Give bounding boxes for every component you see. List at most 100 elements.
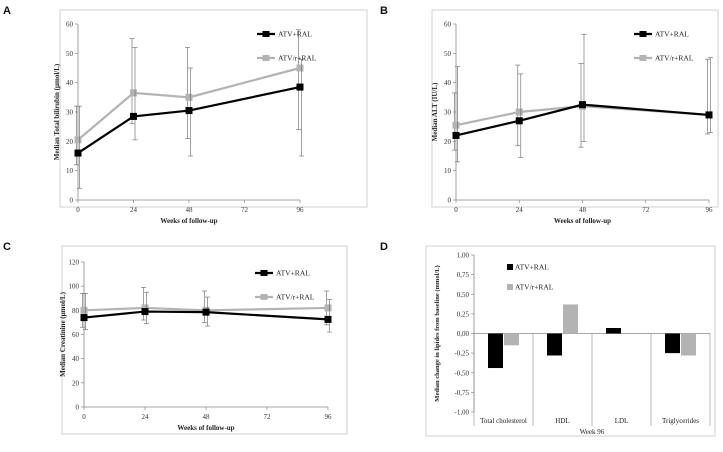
y-tick-label: 20 (66, 138, 74, 146)
legend-marker-1 (262, 31, 270, 37)
legend-label-1: ATV+RAL (515, 263, 549, 272)
x-tick-label: 0 (454, 206, 458, 214)
legend-marker-1 (507, 264, 513, 270)
series-line-1 (77, 85, 301, 154)
y-tick-label: -1,00 (454, 409, 469, 417)
legend-label-1: ATV+RAL (276, 269, 310, 278)
series-line-1 (455, 103, 710, 137)
x-tick-label: 72 (264, 413, 272, 421)
panel-b: B 0 10 20 30 40 50 60 0 24 48 72 96 Weeks of follow-u… (380, 5, 719, 225)
legend-label-1: ATV+RAL (655, 30, 689, 39)
y-tick-label: 0 (448, 197, 452, 205)
data-point-1 (515, 117, 523, 125)
legend-label-2: ATV/r+RAL (276, 293, 315, 302)
data-point-2 (80, 306, 88, 314)
legend-marker-1 (260, 270, 268, 276)
x-tick-label: 24 (516, 206, 524, 214)
y-tick-label: 50 (66, 50, 74, 58)
y-tick-label: 50 (444, 50, 452, 58)
data-point-1 (452, 131, 460, 139)
y-tick-label: -0,50 (454, 369, 469, 377)
y-tick-label: 30 (444, 109, 452, 117)
data-point-2 (515, 108, 523, 116)
y-tick-label: 40 (444, 79, 452, 87)
bar-2 (563, 304, 578, 334)
y-tick-label: 20 (72, 379, 80, 387)
y-tick-label: -0,75 (454, 389, 469, 397)
category-label: HDL (555, 417, 569, 425)
panel-a: A 0 10 20 30 40 50 60 0 24 48 72 96 Weeks of follow-u… (3, 5, 368, 225)
bar-1 (547, 333, 562, 356)
data-point-1 (74, 149, 82, 157)
bar-1 (488, 333, 503, 369)
x-tick-label: 0 (76, 206, 80, 214)
y-tick-label: 0 (76, 404, 80, 412)
data-point-2 (74, 136, 82, 144)
x-tick-label: 96 (706, 206, 714, 214)
x-tick-label: 24 (142, 413, 150, 421)
y-axis-title: Median change in lipides from baseline (… (434, 265, 441, 401)
panel-letter: B (380, 5, 388, 17)
y-tick-label: 0,25 (457, 310, 470, 318)
category-label: Triglycerides (662, 417, 699, 425)
data-point-1 (705, 111, 713, 119)
y-tick-label: 10 (66, 167, 74, 175)
x-tick-label: 24 (130, 206, 138, 214)
x-axis-title: Weeks of follow-up (177, 424, 234, 432)
legend-marker-2 (260, 294, 268, 300)
panel-border (425, 245, 716, 437)
y-tick-label: 60 (444, 21, 452, 29)
data-point-1 (130, 112, 137, 120)
x-tick-label: 48 (203, 413, 211, 421)
panel-d: D 1,00 0,75 0,50 0,25 0,00 -0,25 -0,50 -0,75 -1,0… (380, 241, 716, 437)
y-tick-label: -0,25 (454, 350, 469, 358)
legend-label-2: ATV/r+RAL (655, 54, 694, 63)
data-point-2 (141, 304, 149, 312)
panel-c: C 0 20 40 60 80 100 120 0 24 48 72 96 Weeks of follow… (3, 241, 348, 435)
y-tick-label: 120 (69, 259, 80, 267)
y-tick-label: 60 (72, 331, 80, 339)
series-line-1 (83, 310, 329, 321)
x-axis-title: Week 96 (580, 428, 605, 436)
legend-label-2: ATV/r+RAL (278, 54, 317, 63)
x-axis-title: Weeks of follow-up (160, 217, 217, 225)
panel-letter: D (380, 241, 388, 253)
data-point-1 (141, 308, 149, 316)
data-point-2 (324, 304, 332, 312)
bar-1 (665, 333, 680, 354)
y-tick-label: 40 (66, 79, 74, 87)
panel-letter: C (3, 241, 11, 253)
panel-border (61, 245, 348, 435)
panel-border (431, 9, 719, 208)
legend-label-2: ATV/r+RAL (515, 283, 554, 292)
y-tick-label: 0,00 (457, 330, 470, 338)
y-axis-title: Median ALT (IU/L) (431, 82, 439, 141)
y-tick-label: 30 (66, 109, 74, 117)
data-point-1 (296, 83, 304, 91)
x-tick-label: 48 (186, 206, 194, 214)
data-point-2 (185, 93, 193, 101)
y-tick-label: 100 (69, 283, 80, 291)
data-point-1 (202, 308, 210, 316)
x-tick-label: 0 (82, 413, 86, 421)
bar-1 (606, 328, 621, 334)
y-tick-label: 0,50 (457, 291, 470, 299)
x-tick-label: 96 (297, 206, 305, 214)
x-tick-label: 72 (642, 206, 650, 214)
bar-2 (681, 333, 696, 356)
legend-marker-2 (262, 55, 270, 61)
y-tick-label: 0,75 (457, 271, 470, 279)
y-tick-label: 60 (66, 21, 74, 29)
legend-marker-2 (507, 284, 513, 290)
data-point-1 (579, 101, 586, 109)
data-point-2 (452, 121, 460, 129)
x-tick-label: 96 (325, 413, 333, 421)
y-tick-label: 20 (444, 138, 452, 146)
category-label: LDL (615, 417, 629, 425)
y-axis-title: Median Creatinine (µmol/L) (59, 291, 67, 376)
x-axis-title: Weeks of follow-up (554, 217, 611, 225)
data-point-1 (324, 315, 332, 323)
bar-2 (504, 333, 519, 346)
y-tick-label: 80 (72, 307, 80, 315)
